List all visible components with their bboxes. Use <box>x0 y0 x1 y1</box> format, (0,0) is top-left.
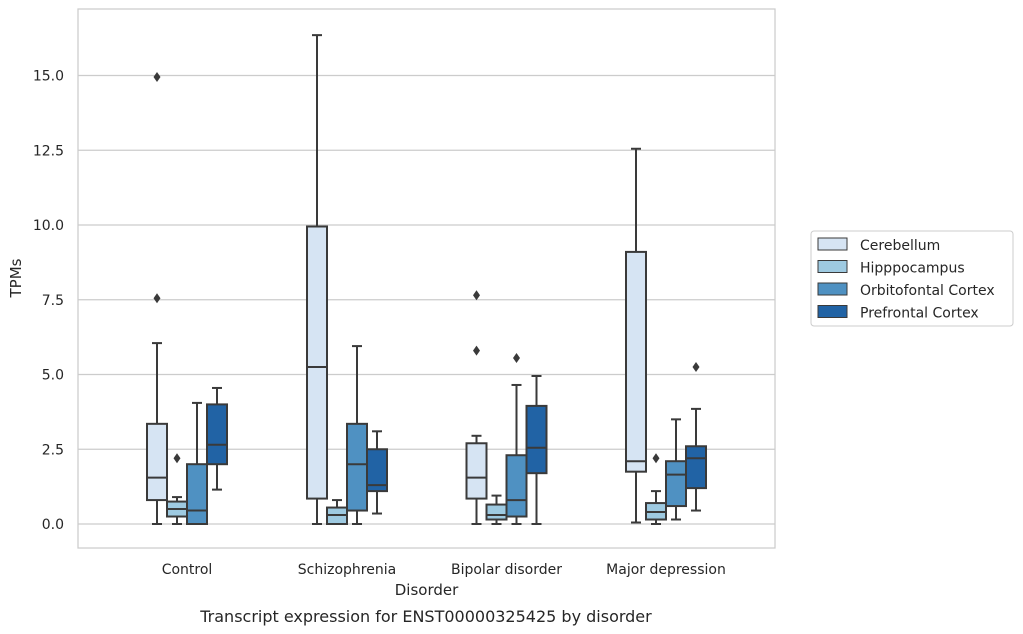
y-tick-label: 12.5 <box>33 143 64 159</box>
box-hipppocampus <box>166 453 188 525</box>
box-cerebellum <box>625 147 647 524</box>
box-orbitofontal-cortex <box>346 345 368 525</box>
legend-label: Orbitofontal Cortex <box>860 283 995 299</box>
legend-frame <box>810 230 1014 327</box>
x-tick-label: Bipolar disorder <box>451 562 562 578</box>
box-prefrontal-cortex <box>206 386 228 491</box>
x-tick-label: Major depression <box>606 562 726 578</box>
box-iqr <box>525 404 548 475</box>
box-iqr <box>346 422 368 512</box>
box-orbitofontal-cortex <box>665 418 687 521</box>
legend-label: Cerebellum <box>860 238 940 254</box>
outlier-point <box>173 453 181 464</box>
chart-caption: Transcript expression for ENST0000032542… <box>199 607 652 626</box>
box-iqr <box>505 454 528 518</box>
box-iqr <box>625 250 647 473</box>
box-iqr <box>366 448 388 493</box>
x-tick-label: Control <box>162 562 213 578</box>
box-hipppocampus <box>645 453 667 525</box>
plot-frame <box>77 8 776 549</box>
x-axis-label: Disorder <box>395 581 459 599</box>
box-prefrontal-cortex <box>366 430 388 515</box>
box-iqr <box>206 403 228 466</box>
box-iqr <box>186 463 208 526</box>
y-tick-label: 0.0 <box>42 517 64 533</box>
outlier-point <box>153 71 161 82</box>
box-cerebellum <box>146 71 168 525</box>
outlier-point <box>513 353 520 364</box>
y-tick-label: 5.0 <box>42 368 64 384</box>
legend-swatch <box>817 237 848 251</box>
box-prefrontal-cortex <box>525 374 548 525</box>
y-tick-label: 10.0 <box>33 218 64 234</box>
box-cerebellum <box>306 34 328 525</box>
outlier-point <box>153 293 161 304</box>
box-iqr <box>465 442 488 500</box>
box-iqr <box>146 422 168 502</box>
box-iqr <box>306 225 328 500</box>
gridlines <box>78 74 775 525</box>
y-tick-label: 2.5 <box>42 442 64 458</box>
outlier-point <box>692 362 700 373</box>
legend-swatch <box>817 282 848 296</box>
box-layer <box>146 34 707 526</box>
x-tick-label: Schizophrenia <box>298 562 396 578</box>
outlier-point <box>473 290 480 301</box>
legend-swatch <box>817 260 848 273</box>
box-iqr <box>685 445 707 490</box>
box-orbitofontal-cortex <box>186 401 208 526</box>
legend-label: Hipppocampus <box>860 261 965 277</box>
y-axis-label: TPMs <box>7 258 25 298</box>
box-iqr <box>665 460 687 508</box>
y-tick-label: 7.5 <box>42 293 64 309</box>
legend-swatch <box>817 305 848 318</box>
box-iqr <box>485 503 508 521</box>
y-tick-label: 15.0 <box>33 69 64 85</box>
box-prefrontal-cortex <box>685 362 707 512</box>
legend: Cerebellum Hipppocampus Orbitofontal Corte… <box>810 230 1014 327</box>
box-cerebellum <box>465 290 488 525</box>
outlier-point <box>652 453 660 464</box>
box-orbitofontal-cortex <box>505 353 528 525</box>
y-tick-labels: 0.0 2.5 5.0 7.5 10.0 12.5 15.0 <box>33 69 64 534</box>
box-hipppocampus <box>485 494 508 525</box>
legend-label: Prefrontal Cortex <box>860 306 979 322</box>
box-hipppocampus <box>326 499 348 525</box>
x-tick-labels: Control Schizophrenia Bipolar disorder Majo… <box>162 562 726 578</box>
outlier-point <box>473 345 480 356</box>
